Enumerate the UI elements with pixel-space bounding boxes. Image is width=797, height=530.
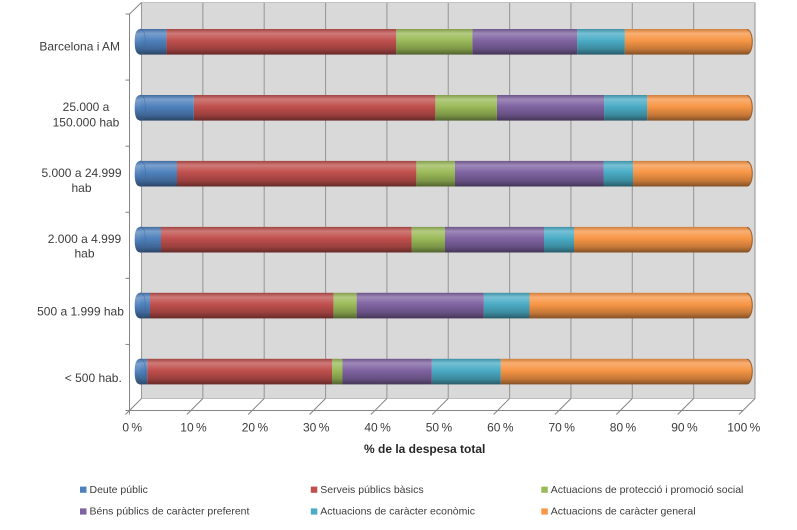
- svg-text:60 %: 60 %: [487, 421, 514, 435]
- svg-text:500 a 1.999 hab: 500 a 1.999 hab: [37, 304, 124, 318]
- svg-text:hab: hab: [74, 246, 94, 260]
- svg-text:Actuacions de caràcter econòmi: Actuacions de caràcter econòmic: [320, 506, 475, 518]
- svg-text:30 %: 30 %: [303, 421, 330, 435]
- svg-text:% de la despesa total: % de la despesa total: [364, 442, 485, 456]
- svg-text:< 500 hab.: < 500 hab.: [65, 371, 122, 385]
- svg-text:25.000 a: 25.000 a: [63, 100, 110, 114]
- svg-text:10 %: 10 %: [180, 421, 207, 435]
- svg-text:80 %: 80 %: [610, 421, 637, 435]
- svg-text:150.000 hab: 150.000 hab: [53, 116, 120, 130]
- svg-text:20 %: 20 %: [242, 421, 269, 435]
- svg-text:50 %: 50 %: [426, 421, 453, 435]
- svg-text:Deute públic: Deute públic: [90, 484, 148, 496]
- svg-text:40 %: 40 %: [364, 421, 391, 435]
- svg-text:2.000 a 4.999: 2.000 a 4.999: [48, 232, 122, 246]
- svg-text:Actuacions de caràcter general: Actuacions de caràcter general: [551, 506, 696, 518]
- svg-text:100 %: 100 %: [727, 421, 760, 435]
- svg-text:Barcelona i AM: Barcelona i AM: [39, 39, 120, 53]
- svg-text:90 %: 90 %: [671, 421, 698, 435]
- svg-text:0 %: 0 %: [122, 421, 142, 435]
- svg-text:70 %: 70 %: [548, 421, 575, 435]
- svg-text:Serveis públics bàsics: Serveis públics bàsics: [320, 484, 423, 496]
- svg-text:Béns públics de caràcter prefe: Béns públics de caràcter preferent: [90, 506, 250, 518]
- svg-text:5.000 a 24.999: 5.000 a 24.999: [41, 166, 121, 180]
- svg-text:hab: hab: [71, 181, 91, 195]
- svg-text:Actuacions de protecció i prom: Actuacions de protecció i promoció socia…: [551, 484, 744, 496]
